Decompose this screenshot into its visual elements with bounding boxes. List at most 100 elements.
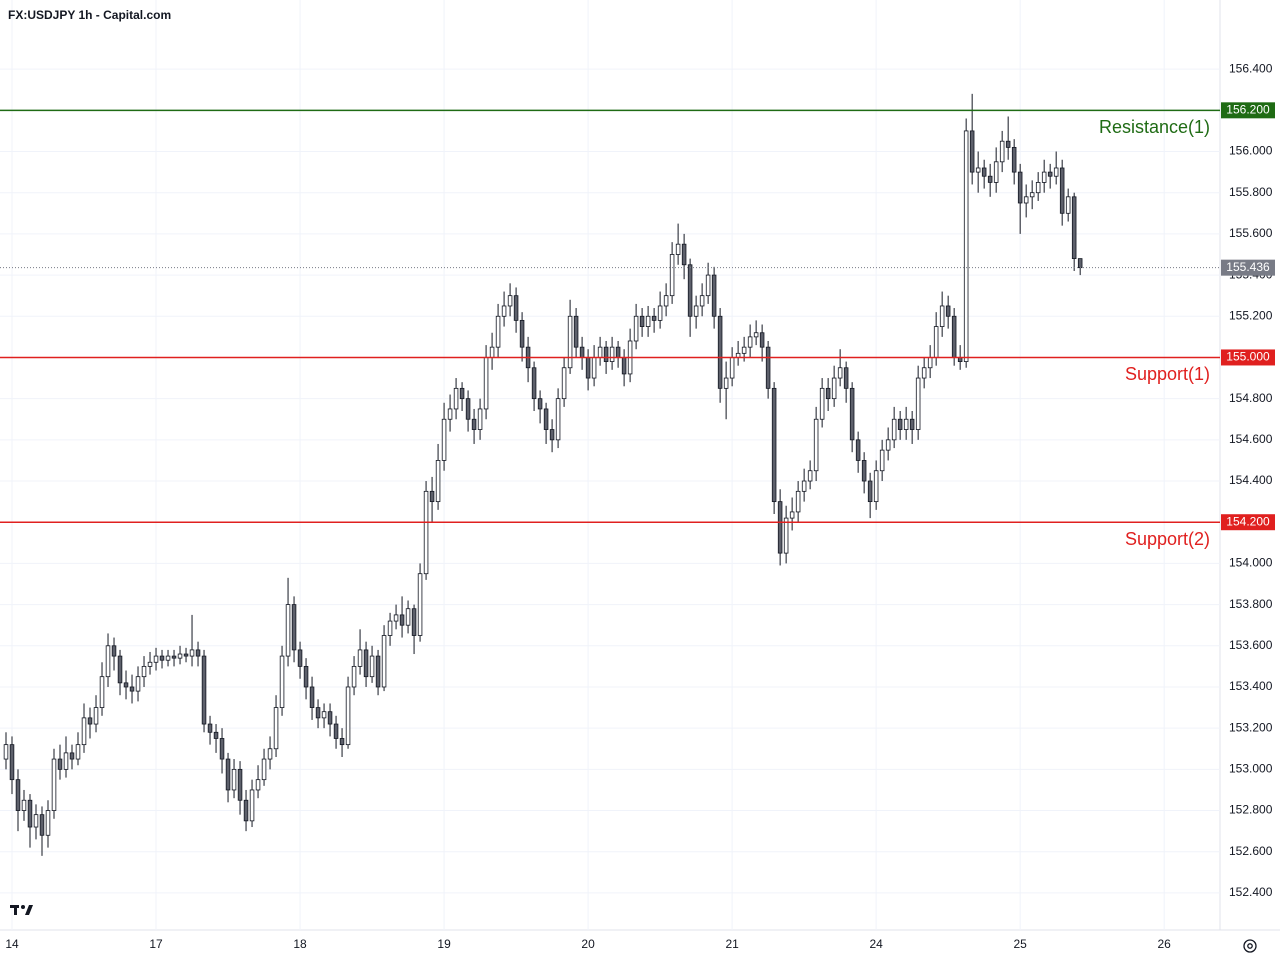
candle-body (741, 346, 747, 354)
y-tick-label: 152.400 (1229, 885, 1273, 899)
level-badge (1221, 102, 1275, 119)
candle-body (303, 665, 309, 688)
candle-body (147, 661, 153, 667)
level-name: Support(1) (1125, 364, 1210, 384)
candle-body (177, 653, 183, 659)
candle-body (327, 711, 333, 725)
level-badge (1221, 349, 1275, 366)
candle-body (855, 439, 861, 461)
candle-body (363, 649, 369, 678)
candle-body (849, 387, 855, 441)
candle-body (789, 511, 795, 519)
candle-body (693, 305, 699, 317)
candle-body (711, 274, 717, 317)
candle-body (87, 717, 93, 725)
candle-body (777, 501, 783, 554)
candle-body (405, 608, 411, 626)
candle-body (891, 418, 897, 441)
candle-body (93, 707, 99, 725)
candle-body (279, 655, 285, 708)
candle-body (1029, 192, 1035, 198)
candle-body (591, 357, 597, 379)
candle-body (261, 758, 267, 781)
candle-body (519, 319, 525, 348)
candle-body (207, 723, 213, 733)
candle-body (567, 315, 573, 369)
candle-body (837, 367, 843, 379)
candle-body (411, 608, 417, 636)
candle-body (123, 682, 129, 688)
level-price-label: 154.200 (1226, 514, 1270, 528)
level-name: Resistance(1) (1099, 117, 1210, 137)
candle-body (225, 758, 231, 791)
candle-body (987, 175, 993, 183)
candle-body (111, 645, 117, 657)
candle-body (945, 305, 951, 317)
candle-body (495, 315, 501, 348)
candle-body (213, 731, 219, 739)
candle-body (897, 418, 903, 430)
candle-body (399, 614, 405, 626)
candle-body (117, 655, 123, 684)
candle-body (909, 418, 915, 430)
y-tick-label: 152.800 (1229, 803, 1273, 817)
candle-body (531, 367, 537, 400)
y-tick-label: 153.400 (1229, 679, 1273, 693)
candle-body (669, 254, 675, 297)
candle-body (729, 357, 735, 379)
candle-body (237, 768, 243, 801)
x-tick-label: 19 (437, 937, 451, 951)
candle-body (1023, 196, 1029, 204)
candle-body (315, 707, 321, 719)
candle-body (969, 130, 975, 173)
settings-icon[interactable] (1243, 939, 1257, 953)
candle-body (513, 295, 519, 321)
y-tick-label: 153.200 (1229, 720, 1273, 734)
candle-body (159, 655, 165, 661)
candle-body (981, 167, 987, 177)
candle-body (951, 315, 957, 358)
candle-body (1077, 258, 1083, 269)
x-tick-label: 21 (725, 937, 739, 951)
y-tick-label: 154.400 (1229, 473, 1273, 487)
candle-body (459, 387, 465, 400)
candle-body (351, 665, 357, 688)
y-tick-label: 155.200 (1229, 308, 1273, 322)
candle-body (57, 758, 63, 770)
candle-body (747, 336, 753, 348)
x-tick-label: 24 (869, 937, 883, 951)
candle-body (447, 408, 453, 420)
candle-body (579, 346, 585, 358)
candle-body (1047, 171, 1053, 177)
candle-body (621, 357, 627, 375)
candle-body (993, 161, 999, 183)
candle-body (381, 635, 387, 688)
candle-body (903, 418, 909, 430)
candle-body (267, 748, 273, 760)
y-tick-label: 152.600 (1229, 844, 1273, 858)
candle-body (357, 649, 363, 667)
candle-body (3, 744, 9, 760)
candle-body (861, 460, 867, 482)
candle-body (135, 676, 141, 692)
candle-body (675, 243, 681, 255)
candle-body (453, 387, 459, 410)
candle-body (873, 470, 879, 503)
candle-body (633, 315, 639, 342)
candle-body (33, 814, 39, 828)
candle-body (663, 295, 669, 307)
y-tick-label: 156.000 (1229, 144, 1273, 158)
candle-body (819, 387, 825, 420)
candle-body (975, 167, 981, 173)
y-tick-label: 153.600 (1229, 638, 1273, 652)
candle-body (465, 398, 471, 420)
level-price-label: 155.000 (1226, 350, 1270, 364)
candle-body (321, 711, 327, 719)
candle-body (537, 398, 543, 410)
candle-body (795, 490, 801, 513)
candle-body (417, 573, 423, 636)
candle-body (681, 243, 687, 266)
candle-body (885, 439, 891, 451)
candle-body (435, 460, 441, 503)
candle-body (543, 408, 549, 430)
